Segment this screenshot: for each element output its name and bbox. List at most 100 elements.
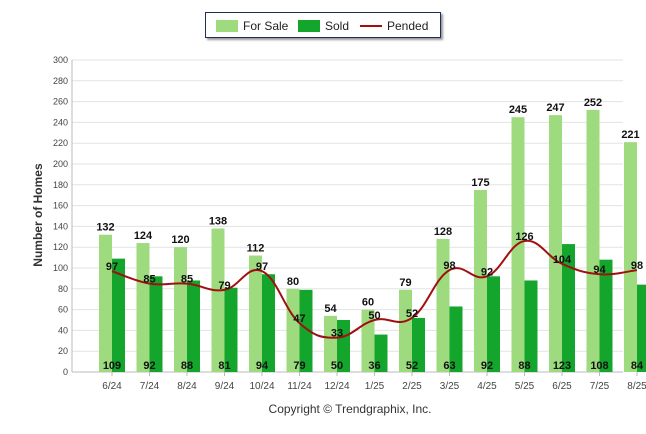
y-tick-label: 260 <box>53 97 68 107</box>
y-tick-label: 120 <box>53 242 68 252</box>
bar-sold <box>524 280 538 372</box>
data-label-sold: 108 <box>590 360 608 372</box>
legend-item-for-sale: For Sale <box>216 19 288 33</box>
y-tick-label: 100 <box>53 263 68 273</box>
data-label-pended: 79 <box>218 280 230 292</box>
y-tick-label: 0 <box>63 367 68 377</box>
bar-for-sale <box>474 190 487 372</box>
data-label-for-sale: 124 <box>134 230 153 242</box>
bar-sold <box>149 276 163 372</box>
data-label-sold: 94 <box>256 360 269 372</box>
data-label-for-sale: 54 <box>324 303 337 315</box>
bar-for-sale <box>436 238 450 372</box>
bar-for-sale <box>249 255 262 372</box>
y-tick-label: 180 <box>53 180 68 190</box>
data-label-pended: 98 <box>631 260 643 272</box>
legend-item-pended: Pended <box>360 19 428 33</box>
x-tick-label: 2/25 <box>402 381 422 392</box>
data-label-for-sale: 132 <box>96 222 114 234</box>
y-tick-label: 300 <box>53 55 68 65</box>
bar-for-sale <box>399 289 412 372</box>
legend-item-sold: Sold <box>298 19 349 33</box>
x-tick-label: 6/25 <box>552 381 572 392</box>
data-label-for-sale: 175 <box>471 177 489 189</box>
x-tick-label: 4/25 <box>477 381 497 392</box>
bar-for-sale <box>324 315 337 372</box>
data-label-pended: 97 <box>106 261 118 273</box>
y-tick-label: 160 <box>53 201 68 211</box>
bar-sold <box>337 320 350 372</box>
data-label-sold: 84 <box>631 360 644 372</box>
legend-label-sold: Sold <box>325 19 350 33</box>
bar-sold <box>637 284 646 372</box>
bar-sold <box>224 287 238 372</box>
x-tick-label: 11/24 <box>287 381 312 392</box>
data-label-pended: 97 <box>256 261 268 273</box>
data-label-for-sale: 60 <box>362 297 374 309</box>
x-tick-label: 3/25 <box>440 381 460 392</box>
data-label-for-sale: 252 <box>584 97 602 109</box>
y-tick-label: 140 <box>53 221 68 231</box>
bar-sold <box>487 276 500 372</box>
data-label-sold: 50 <box>331 360 343 372</box>
data-label-pended: 47 <box>293 313 305 325</box>
y-tick-label: 280 <box>53 76 68 86</box>
data-label-pended: 33 <box>331 328 343 340</box>
pended-line <box>111 239 638 339</box>
data-label-pended: 92 <box>481 266 493 278</box>
x-tick-label: 6/24 <box>102 381 122 392</box>
legend-label-for-sale: For Sale <box>243 19 289 33</box>
x-tick-label: 12/24 <box>324 381 349 392</box>
data-label-for-sale: 80 <box>287 276 299 288</box>
bar-for-sale <box>586 109 600 373</box>
y-tick-label: 60 <box>58 305 68 315</box>
bar-sold <box>449 306 463 372</box>
data-label-pended: 85 <box>143 274 155 286</box>
data-label-for-sale: 112 <box>247 243 265 255</box>
data-label-for-sale: 120 <box>171 234 189 246</box>
data-label-sold: 52 <box>406 360 418 372</box>
bar-for-sale <box>174 247 187 372</box>
y-axis-label: Number of Homes <box>31 163 45 267</box>
x-tick-label: 10/24 <box>249 381 274 392</box>
data-label-sold: 81 <box>218 360 230 372</box>
data-label-sold: 79 <box>293 360 305 372</box>
y-tick-label: 220 <box>53 138 68 148</box>
bar-sold <box>412 317 425 372</box>
x-tick-label: 8/25 <box>627 381 646 392</box>
legend-label-pended: Pended <box>387 19 429 33</box>
y-tick-label: 240 <box>53 117 68 127</box>
x-tick-label: 7/25 <box>590 381 610 392</box>
bar-for-sale <box>211 228 225 372</box>
data-label-pended: 94 <box>593 264 606 276</box>
bar-sold <box>299 289 313 372</box>
y-tick-label: 80 <box>58 284 68 294</box>
bar-for-sale <box>549 115 562 373</box>
data-label-sold: 123 <box>553 360 571 372</box>
bar-sold <box>374 334 388 372</box>
data-label-for-sale: 221 <box>621 129 639 141</box>
data-label-sold: 88 <box>518 360 530 372</box>
bar-sold <box>187 280 200 372</box>
data-label-for-sale: 247 <box>546 102 564 114</box>
data-label-sold: 36 <box>368 360 380 372</box>
x-tick-label: 7/24 <box>140 381 160 392</box>
data-label-sold: 92 <box>143 360 155 372</box>
bar-for-sale <box>136 243 150 372</box>
bar-sold <box>562 244 575 372</box>
data-label-for-sale: 138 <box>209 215 227 227</box>
data-label-sold: 88 <box>181 360 193 372</box>
copyright: Copyright © Trendgraphix, Inc. <box>268 402 432 416</box>
pended-swatch <box>360 25 382 27</box>
for-sale-swatch <box>216 20 238 32</box>
legend: For Sale Sold Pended <box>205 12 441 38</box>
x-tick-label: 8/24 <box>177 381 197 392</box>
x-tick-label: 1/25 <box>365 381 385 392</box>
bar-sold <box>599 259 613 372</box>
data-label-pended: 50 <box>368 310 380 322</box>
data-label-sold: 109 <box>103 360 121 372</box>
bar-sold <box>112 258 125 372</box>
x-tick-label: 5/25 <box>515 381 535 392</box>
data-label-pended: 98 <box>443 260 455 272</box>
